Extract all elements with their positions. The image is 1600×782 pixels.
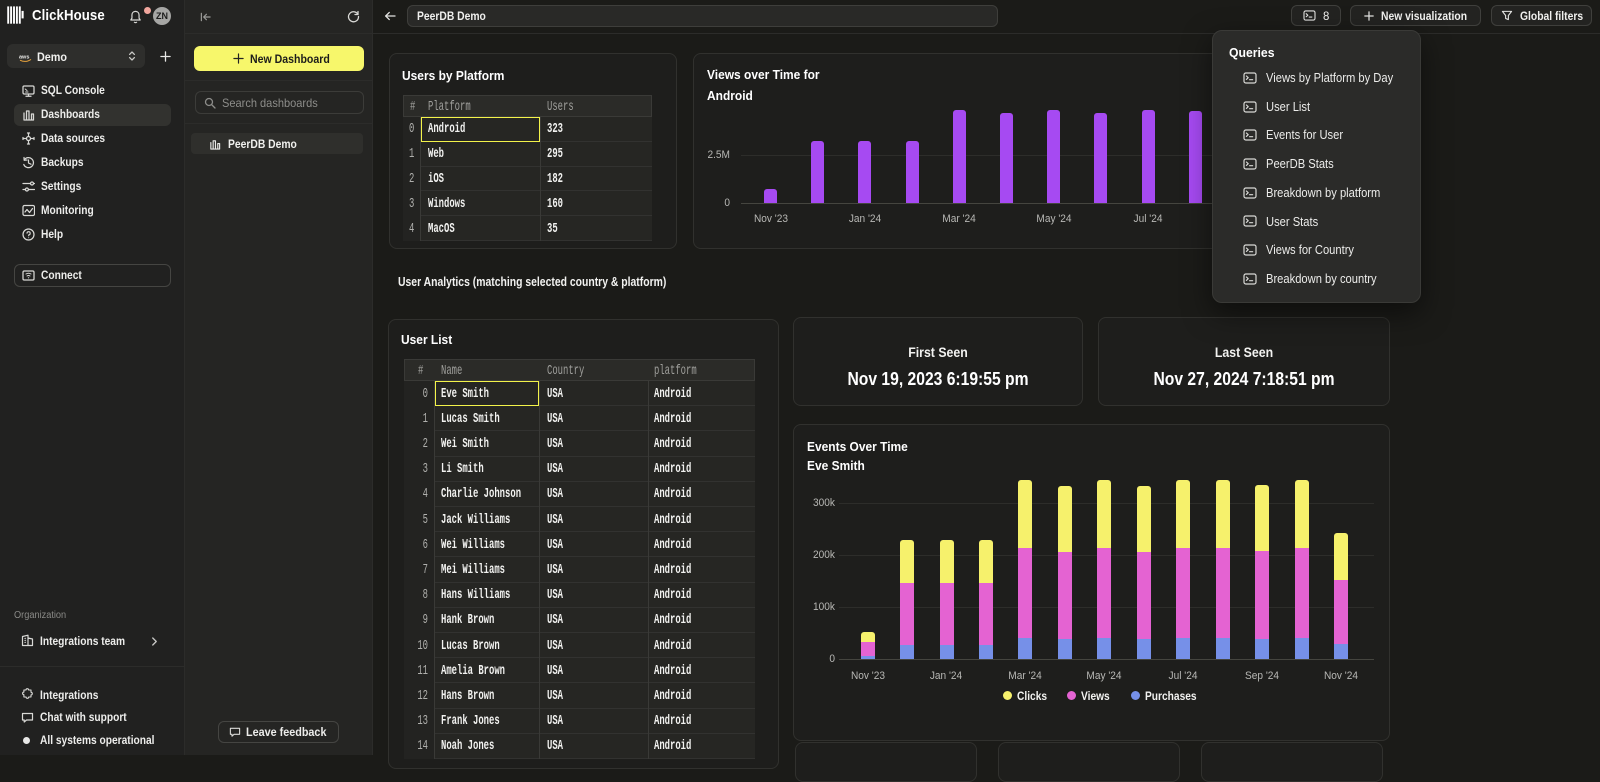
svg-text:aws: aws [19,55,29,61]
